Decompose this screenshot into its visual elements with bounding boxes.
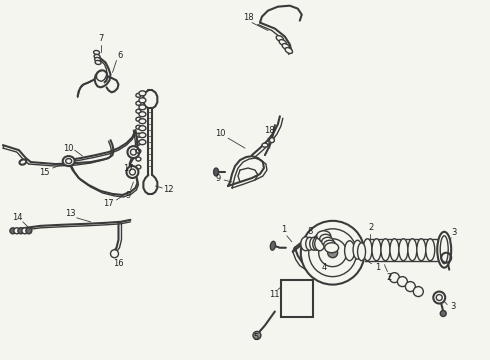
Circle shape: [414, 287, 423, 297]
Ellipse shape: [433, 292, 445, 303]
Text: 12: 12: [163, 185, 173, 194]
Ellipse shape: [95, 60, 101, 64]
Ellipse shape: [319, 234, 332, 243]
Ellipse shape: [317, 231, 331, 241]
Text: 10: 10: [63, 144, 74, 153]
Ellipse shape: [306, 237, 314, 250]
Ellipse shape: [139, 140, 146, 145]
Ellipse shape: [372, 239, 381, 261]
Ellipse shape: [139, 105, 146, 110]
Circle shape: [18, 228, 24, 234]
Text: 9: 9: [126, 192, 131, 201]
Ellipse shape: [390, 239, 399, 261]
Circle shape: [397, 276, 407, 287]
Ellipse shape: [363, 239, 372, 261]
Circle shape: [26, 228, 32, 234]
Ellipse shape: [322, 237, 334, 246]
Text: 18: 18: [243, 13, 253, 22]
Ellipse shape: [139, 133, 146, 138]
Ellipse shape: [399, 239, 408, 261]
Circle shape: [405, 282, 416, 292]
Text: 3: 3: [450, 302, 456, 311]
Ellipse shape: [139, 91, 146, 96]
Ellipse shape: [437, 232, 451, 268]
Text: 2: 2: [387, 273, 392, 282]
Ellipse shape: [270, 138, 274, 143]
Ellipse shape: [66, 159, 72, 163]
Ellipse shape: [282, 44, 290, 49]
Text: 6: 6: [118, 51, 123, 60]
Circle shape: [14, 228, 20, 234]
Ellipse shape: [262, 143, 268, 147]
Text: 14: 14: [12, 213, 22, 222]
Ellipse shape: [94, 50, 99, 54]
Circle shape: [301, 221, 365, 285]
Ellipse shape: [313, 237, 321, 250]
Text: 5: 5: [253, 333, 259, 342]
Ellipse shape: [94, 54, 100, 59]
Ellipse shape: [426, 239, 435, 261]
Ellipse shape: [139, 112, 146, 117]
Text: 8: 8: [307, 227, 313, 236]
Circle shape: [130, 149, 136, 155]
Ellipse shape: [279, 40, 287, 45]
Ellipse shape: [139, 126, 146, 131]
Text: 13: 13: [65, 210, 76, 219]
Text: 17: 17: [103, 199, 114, 208]
Ellipse shape: [270, 241, 275, 250]
Text: 3: 3: [451, 228, 457, 237]
Ellipse shape: [417, 239, 426, 261]
Ellipse shape: [353, 240, 362, 259]
Ellipse shape: [408, 239, 417, 261]
Ellipse shape: [344, 241, 355, 261]
Circle shape: [10, 228, 16, 234]
Ellipse shape: [253, 332, 261, 339]
Ellipse shape: [63, 156, 74, 166]
Ellipse shape: [381, 239, 390, 261]
Text: 4: 4: [322, 263, 327, 272]
Ellipse shape: [139, 98, 146, 103]
Bar: [281, 280, 313, 318]
Ellipse shape: [20, 159, 26, 165]
Circle shape: [440, 310, 446, 316]
Circle shape: [390, 273, 399, 283]
Text: 7: 7: [98, 34, 103, 43]
Ellipse shape: [276, 36, 284, 41]
Ellipse shape: [301, 237, 311, 251]
Ellipse shape: [95, 58, 100, 62]
Circle shape: [127, 146, 140, 158]
Circle shape: [328, 248, 338, 258]
Ellipse shape: [358, 243, 366, 261]
Text: 18: 18: [265, 126, 275, 135]
Text: 1: 1: [375, 263, 380, 272]
Ellipse shape: [324, 240, 336, 249]
Text: 9: 9: [216, 174, 220, 183]
Text: 15: 15: [40, 167, 50, 176]
Text: 10: 10: [215, 129, 225, 138]
Text: 16: 16: [113, 259, 124, 268]
Text: 17: 17: [123, 163, 134, 172]
Circle shape: [126, 166, 138, 178]
Text: 1: 1: [281, 225, 287, 234]
Ellipse shape: [285, 48, 293, 53]
Circle shape: [22, 228, 28, 234]
Ellipse shape: [310, 237, 318, 250]
Circle shape: [111, 250, 119, 258]
Text: 11: 11: [269, 290, 279, 299]
Ellipse shape: [325, 243, 339, 253]
Ellipse shape: [315, 237, 325, 251]
Ellipse shape: [214, 168, 219, 176]
Ellipse shape: [139, 119, 146, 124]
Text: 2: 2: [369, 223, 374, 232]
